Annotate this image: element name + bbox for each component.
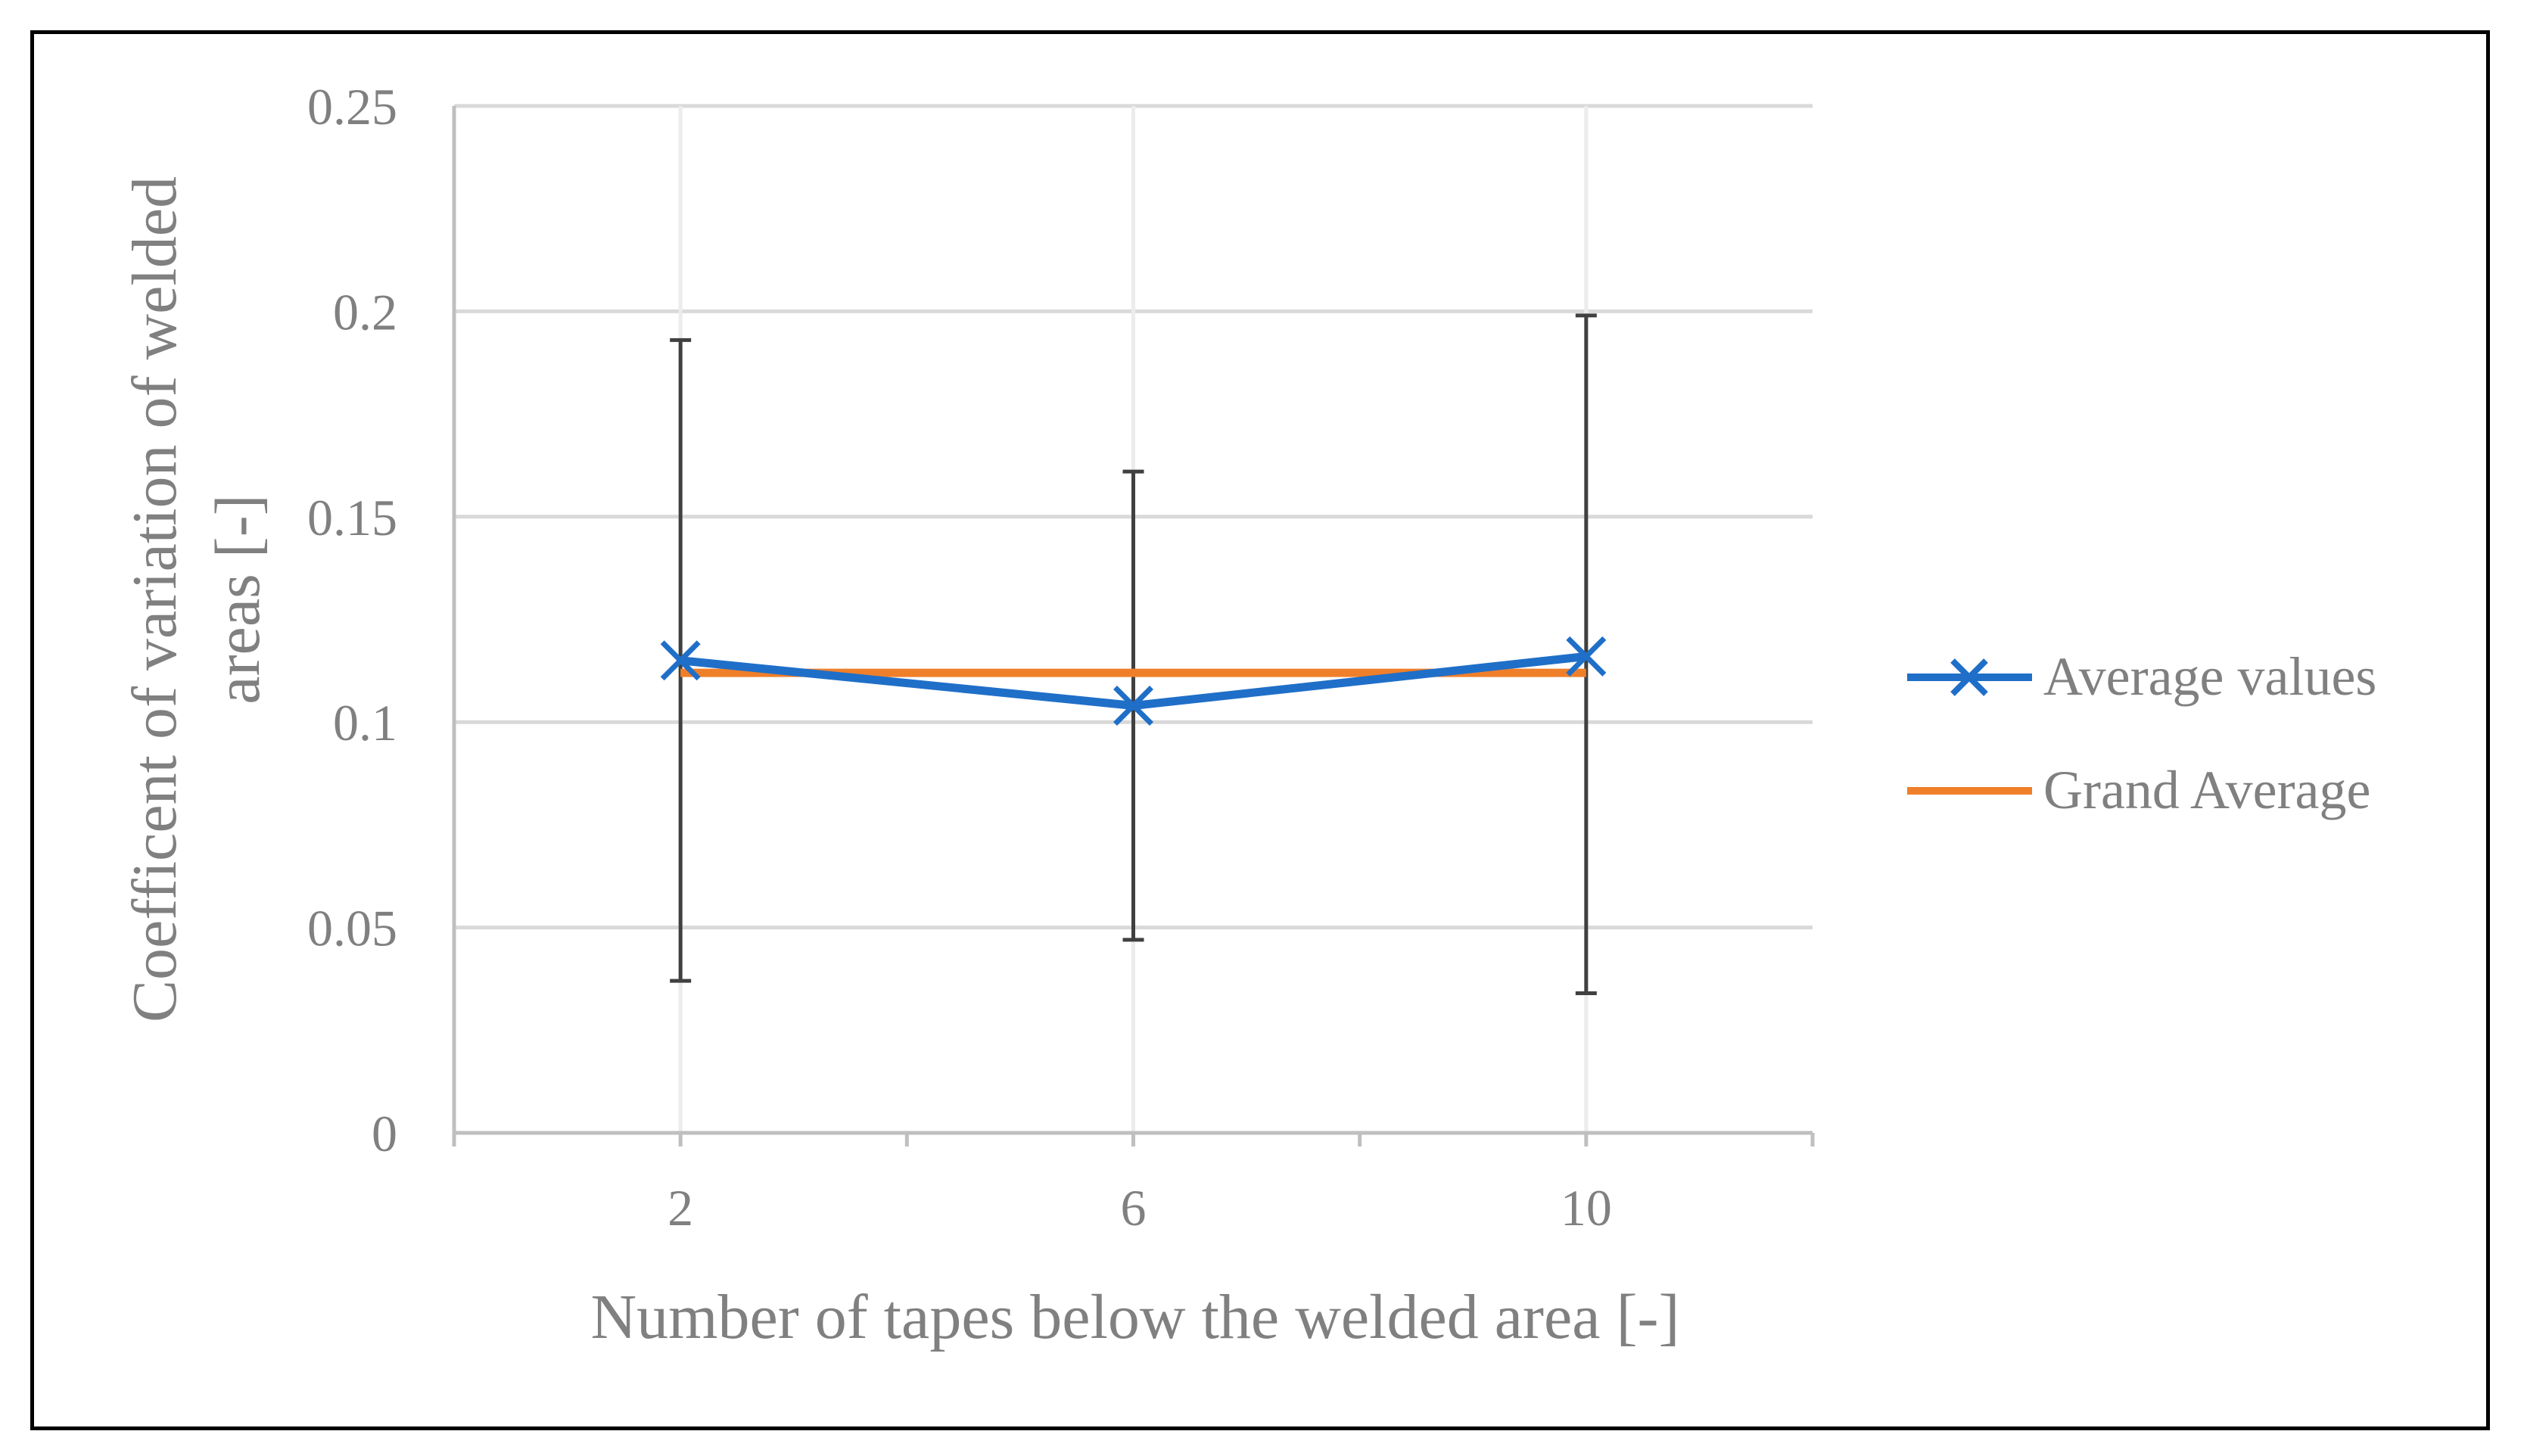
- x-tick-label: 6: [1121, 1179, 1147, 1237]
- legend-item-grand-average: Grand Average: [1907, 760, 2370, 820]
- y-axis-title-line-2: areas [-]: [203, 494, 273, 704]
- x-tick-label: 10: [1561, 1179, 1612, 1237]
- y-axis-title-line-1: Coefficent of variation of welded: [120, 176, 190, 1022]
- legend-x-marker-icon: [1950, 658, 1988, 696]
- y-tick-label: 0.05: [307, 900, 397, 957]
- chart-frame: [30, 30, 2490, 1430]
- legend: Average values Grand Average: [1907, 646, 2376, 820]
- axes: [452, 106, 1815, 1146]
- data-point-marker: [1113, 686, 1153, 726]
- x-tick-label: 2: [668, 1179, 693, 1237]
- series: [660, 636, 1607, 726]
- x-axis-title: Number of tapes below the welded area [-…: [590, 1282, 1679, 1352]
- legend-item-average-values: Average values: [1907, 646, 2376, 707]
- data-point-marker: [1566, 636, 1607, 677]
- y-tick-label: 0: [372, 1105, 397, 1162]
- data-point-marker: [660, 640, 701, 681]
- legend-label-average-values: Average values: [2043, 646, 2376, 707]
- legend-label-grand-average: Grand Average: [2043, 760, 2370, 820]
- y-tick-label: 0.25: [307, 78, 397, 135]
- y-tick-label: 0.1: [333, 694, 397, 751]
- y-tick-label: 0.15: [307, 489, 397, 546]
- y-tick-label: 0.2: [333, 283, 397, 341]
- tick-labels: 0 0.05 0.1 0.15 0.2 0.25 2 6 10: [307, 78, 1612, 1237]
